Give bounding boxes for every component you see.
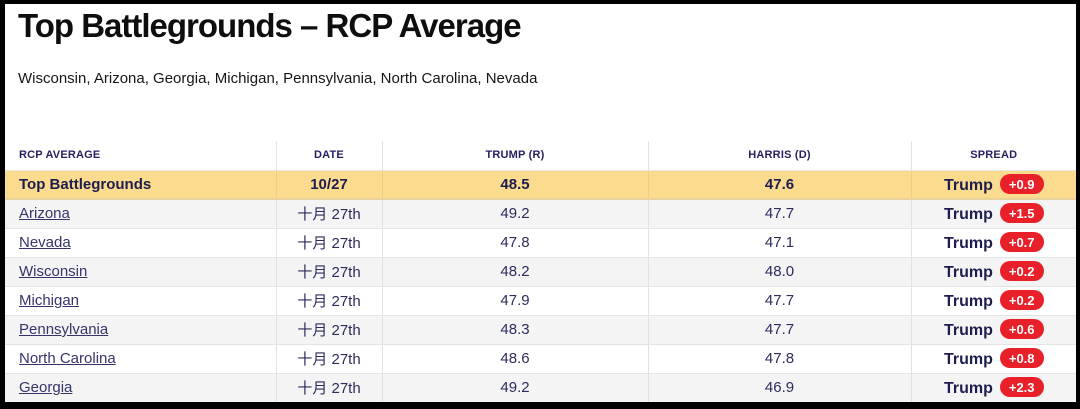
spread-party: Trump — [943, 264, 993, 281]
date-cell: 十月 27th — [276, 373, 383, 402]
state-link[interactable]: Nevada — [19, 234, 71, 251]
state-cell: Arizona — [5, 199, 277, 228]
spread-cell: Trump +2.3 — [911, 373, 1076, 402]
spread-cell: Trump +0.2 — [911, 257, 1076, 286]
date-cell: 十月 27th — [276, 315, 383, 344]
harris-cell: 47.7 — [648, 286, 912, 315]
trump-cell: 47.8 — [382, 228, 649, 257]
state-cell: Pennsylvania — [5, 315, 277, 344]
state-row: North Carolina 十月 27th 48.6 47.8 Trump +0… — [5, 344, 1076, 373]
state-row: Nevada 十月 27th 47.8 47.1 Trump +0.7 — [5, 228, 1076, 257]
state-cell: Georgia — [5, 373, 277, 402]
state-link[interactable]: Michigan — [19, 292, 80, 309]
polls-table: RCP AVERAGE DATE TRUMP (R) HARRIS (D) SP… — [5, 141, 1076, 402]
spread-badge: +0.2 — [999, 290, 1044, 310]
col-header-trump: TRUMP (R) — [382, 141, 649, 171]
date-cell: 十月 27th — [276, 286, 383, 315]
date-cell: 十月 27th — [276, 257, 383, 286]
summary-spread: Trump +0.9 — [911, 170, 1076, 200]
spread-party: Trump — [943, 351, 993, 368]
spread-cell: Trump +0.7 — [911, 228, 1076, 257]
harris-cell: 47.7 — [648, 199, 912, 228]
date-cell: 十月 27th — [276, 344, 383, 373]
col-header-rcp-average: RCP AVERAGE — [5, 141, 277, 171]
spread-cell: Trump +0.8 — [911, 344, 1076, 373]
state-row: Michigan 十月 27th 47.9 47.7 Trump +0.2 — [5, 286, 1076, 315]
summary-row: Top Battlegrounds 10/27 48.5 47.6 Trump +… — [5, 170, 1076, 200]
col-header-spread: SPREAD — [911, 141, 1076, 171]
spread-party: Trump — [943, 293, 993, 310]
summary-spread-party: Trump — [943, 176, 993, 194]
page-subtitle: Wisconsin, Arizona, Georgia, Michigan, P… — [18, 70, 538, 87]
state-link[interactable]: Arizona — [19, 205, 70, 223]
spread-party: Trump — [943, 206, 993, 224]
harris-cell: 47.8 — [648, 344, 912, 373]
col-header-date: DATE — [276, 141, 383, 171]
spread-badge: +0.2 — [999, 261, 1044, 281]
summary-harris: 47.6 — [648, 170, 912, 200]
state-row: Arizona 十月 27th 49.2 47.7 Trump +1.5 — [5, 199, 1076, 228]
harris-cell: 48.0 — [648, 257, 912, 286]
state-link[interactable]: Pennsylvania — [19, 321, 109, 338]
state-row: Wisconsin 十月 27th 48.2 48.0 Trump +0.2 — [5, 257, 1076, 286]
spread-cell: Trump +0.6 — [911, 315, 1076, 344]
spread-party: Trump — [943, 380, 993, 398]
spread-badge: +0.6 — [999, 319, 1044, 339]
spread-party: Trump — [943, 322, 993, 339]
trump-cell: 49.2 — [382, 373, 649, 402]
summary-label: Top Battlegrounds — [5, 170, 277, 200]
state-row: Georgia 十月 27th 49.2 46.9 Trump +2.3 — [5, 373, 1076, 402]
page-title: Top Battlegrounds – RCP Average — [18, 7, 522, 44]
spread-badge: +0.8 — [999, 348, 1044, 368]
spread-cell: Trump +1.5 — [911, 199, 1076, 228]
state-cell: North Carolina — [5, 344, 277, 373]
state-cell: Wisconsin — [5, 257, 277, 286]
state-cell: Michigan — [5, 286, 277, 315]
spread-badge: +0.7 — [999, 232, 1044, 252]
harris-cell: 46.9 — [648, 373, 912, 402]
summary-spread-badge: +0.9 — [999, 173, 1044, 194]
date-cell: 十月 27th — [276, 199, 383, 228]
header-row: RCP AVERAGE DATE TRUMP (R) HARRIS (D) SP… — [5, 141, 1076, 171]
col-header-harris: HARRIS (D) — [648, 141, 912, 171]
table-header: RCP AVERAGE DATE TRUMP (R) HARRIS (D) SP… — [5, 141, 1076, 171]
trump-cell: 48.6 — [382, 344, 649, 373]
spread-badge: +1.5 — [999, 203, 1044, 224]
trump-cell: 49.2 — [382, 199, 649, 228]
date-cell: 十月 27th — [276, 228, 383, 257]
trump-cell: 48.3 — [382, 315, 649, 344]
harris-cell: 47.7 — [648, 315, 912, 344]
trump-cell: 48.2 — [382, 257, 649, 286]
state-link[interactable]: Georgia — [19, 379, 73, 397]
summary-date: 10/27 — [276, 170, 383, 200]
summary-trump: 48.5 — [382, 170, 649, 200]
state-cell: Nevada — [5, 228, 277, 257]
state-link[interactable]: North Carolina — [19, 350, 116, 367]
state-row: Pennsylvania 十月 27th 48.3 47.7 Trump +0.6 — [5, 315, 1076, 344]
trump-cell: 47.9 — [382, 286, 649, 315]
harris-cell: 47.1 — [648, 228, 912, 257]
spread-party: Trump — [943, 235, 993, 252]
spread-cell: Trump +0.2 — [911, 286, 1076, 315]
state-rows: Arizona 十月 27th 49.2 47.7 Trump +1.5 Neva… — [5, 199, 1076, 402]
state-link[interactable]: Wisconsin — [19, 263, 88, 280]
spread-badge: +2.3 — [999, 377, 1044, 398]
